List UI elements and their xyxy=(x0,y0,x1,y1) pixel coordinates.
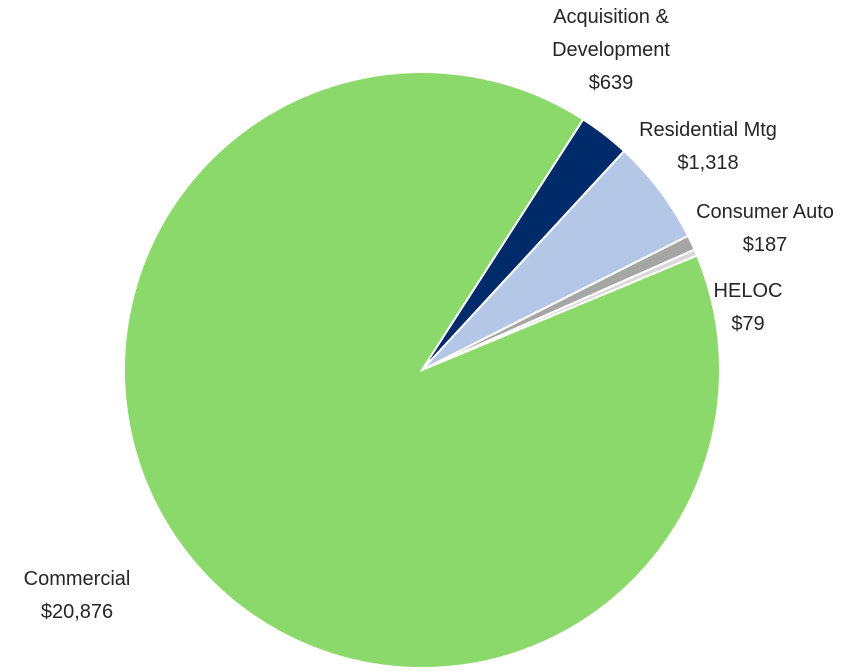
value-label: $639 xyxy=(588,72,634,94)
slice-label: Consumer Auto $187 xyxy=(665,196,859,262)
slice-label: Commercial $20,876 xyxy=(0,563,167,629)
value-label: $187 xyxy=(742,234,788,256)
slice-label: HELOC $79 xyxy=(688,275,808,341)
slice-label: Residential Mtg $1,318 xyxy=(608,114,808,180)
value-label: $20,876 xyxy=(40,601,114,623)
category-label: Consumer Auto xyxy=(696,201,834,223)
value-label: $79 xyxy=(731,313,765,335)
value-label: $1,318 xyxy=(677,152,739,174)
category-label: Acquisition & Development xyxy=(552,6,670,61)
category-label: Commercial xyxy=(23,568,131,590)
pie-slice xyxy=(421,248,699,371)
category-label: Residential Mtg xyxy=(639,119,777,141)
slice-label: Acquisition & Development $639 xyxy=(526,1,696,100)
category-label: HELOC xyxy=(713,280,783,302)
